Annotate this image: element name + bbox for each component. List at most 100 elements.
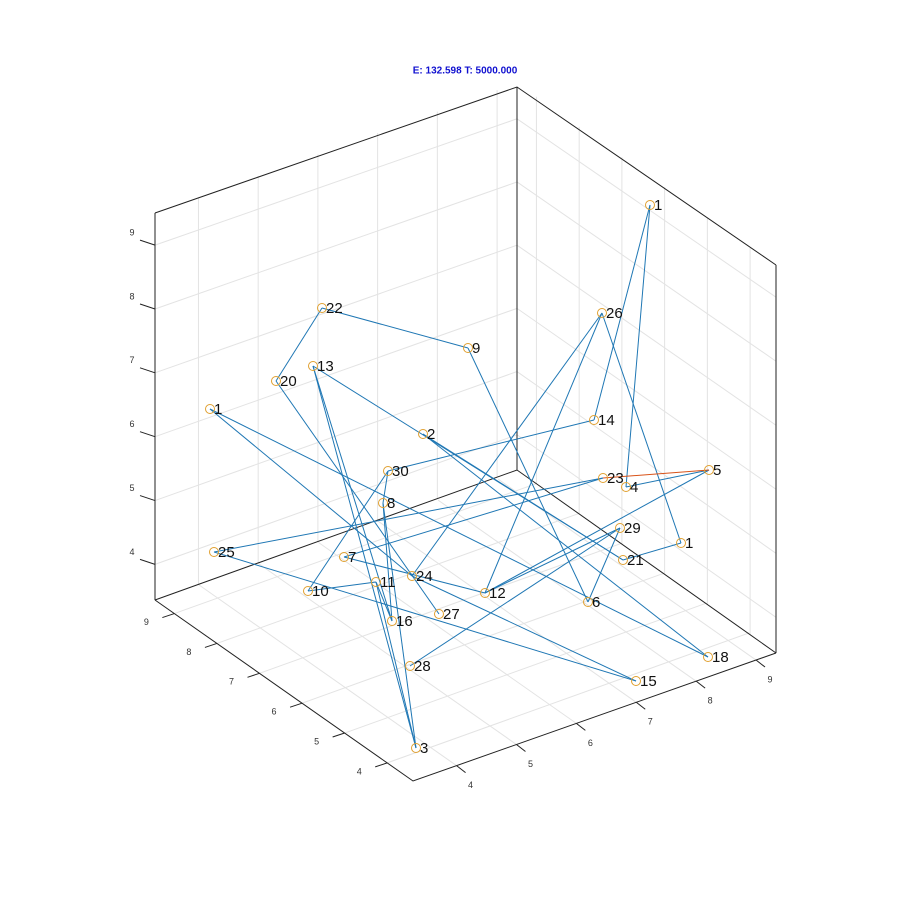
node-label: 23	[607, 470, 624, 487]
city-marker	[411, 743, 421, 753]
node-label: 5	[713, 462, 721, 479]
grid-line	[258, 563, 517, 745]
node-label: 12	[489, 585, 506, 602]
node-label: 25	[218, 544, 235, 561]
y-tick-label: 5	[528, 759, 533, 769]
tick-mark	[576, 723, 586, 731]
grid-line	[387, 632, 750, 764]
tour-edge	[484, 469, 710, 594]
tour-edge	[209, 408, 709, 658]
tick-mark	[139, 367, 156, 374]
tour-edge	[343, 556, 486, 594]
city-marker	[405, 661, 415, 671]
tour-edge	[275, 380, 440, 615]
tick-mark	[516, 744, 526, 752]
node-label: 6	[592, 594, 600, 611]
tour-edge	[312, 365, 417, 749]
tour-edge	[484, 527, 621, 594]
z-tick-label: 7	[129, 355, 134, 365]
node-label: 22	[326, 300, 343, 317]
tick-labels: 4 5 6 7 8 9 4 5 6 7 8 9 4 5 6 7 8 9	[129, 227, 772, 790]
y-tick-label: 8	[708, 696, 713, 706]
tour-edge	[213, 551, 637, 682]
axes-box	[154, 86, 777, 782]
city-marker	[434, 609, 444, 619]
tour-edge	[622, 542, 682, 561]
tour-edge-highlight	[602, 469, 710, 479]
city-marker	[387, 616, 397, 626]
node-label: 2	[427, 426, 435, 443]
tour-edge	[375, 581, 417, 749]
node-label: 11	[380, 574, 396, 591]
tick-mark	[139, 239, 156, 246]
tour-edge	[625, 469, 710, 488]
city-marker	[303, 586, 313, 596]
city-marker	[589, 415, 599, 425]
node-label: 8	[387, 495, 395, 512]
node-label: 18	[712, 649, 729, 666]
tick-mark	[755, 659, 766, 668]
tour-edge	[422, 433, 624, 561]
tour-edge	[387, 419, 595, 472]
city-marker	[703, 652, 713, 662]
grid-line	[198, 584, 457, 767]
city-marker	[583, 597, 593, 607]
tour-edge	[382, 502, 393, 622]
city-marker	[676, 538, 686, 548]
city-marker	[205, 404, 215, 414]
tour-edge	[467, 347, 589, 603]
tick-mark	[695, 680, 706, 689]
tour-edge	[411, 312, 603, 577]
node-label: 1	[685, 535, 693, 552]
tick-mark	[635, 701, 646, 710]
tick-mark	[139, 431, 156, 438]
tour-edge	[275, 307, 323, 382]
node-label: 3	[420, 740, 428, 757]
city-marker	[645, 200, 655, 210]
tour-edge	[209, 408, 413, 577]
city-marker	[704, 465, 714, 475]
city-marker	[463, 343, 473, 353]
tour-edge	[601, 312, 682, 544]
tick-mark	[204, 642, 218, 648]
tour-edge	[307, 581, 377, 592]
tour-edge	[321, 307, 469, 349]
city-marker	[418, 429, 428, 439]
city-marker	[597, 308, 607, 318]
tour-edge	[587, 527, 621, 603]
tick-mark	[139, 558, 156, 565]
tour	[209, 204, 710, 749]
y-tick-label: 7	[648, 717, 653, 727]
city-marker	[621, 482, 631, 492]
node-label: 13	[317, 358, 334, 375]
node-label: 4	[630, 479, 638, 496]
grid-line	[437, 499, 697, 682]
tour-edge	[593, 204, 651, 421]
node-label: 16	[396, 613, 413, 630]
node-label: 1	[654, 197, 662, 214]
x-tick-label: 6	[272, 707, 277, 717]
tour-edge	[422, 433, 709, 658]
y-tick-label: 4	[468, 780, 473, 790]
x-tick-label: 9	[144, 617, 149, 627]
tour-edge	[307, 470, 389, 592]
grid-line	[174, 483, 537, 615]
node-label: 7	[348, 549, 356, 566]
city-marker	[407, 571, 417, 581]
city-marker	[378, 498, 388, 508]
z-tick-label: 6	[129, 419, 134, 429]
grid-line	[259, 542, 622, 674]
box-edge	[154, 469, 777, 654]
city-marker	[339, 552, 349, 562]
tick-mark	[139, 495, 156, 502]
x-tick-label: 7	[229, 677, 234, 687]
node-label: 24	[416, 568, 433, 585]
tour-edge	[409, 527, 621, 667]
city-marker	[618, 555, 628, 565]
node-label: 14	[598, 412, 615, 429]
node-label: 27	[443, 606, 460, 623]
z-tick-label: 4	[129, 547, 134, 557]
node-label: 26	[606, 305, 623, 322]
city-marker	[317, 303, 327, 313]
